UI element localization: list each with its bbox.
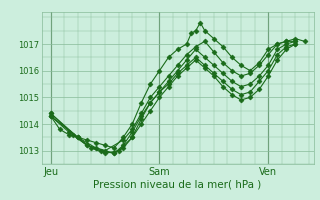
X-axis label: Pression niveau de la mer( hPa ): Pression niveau de la mer( hPa ) — [93, 180, 262, 190]
